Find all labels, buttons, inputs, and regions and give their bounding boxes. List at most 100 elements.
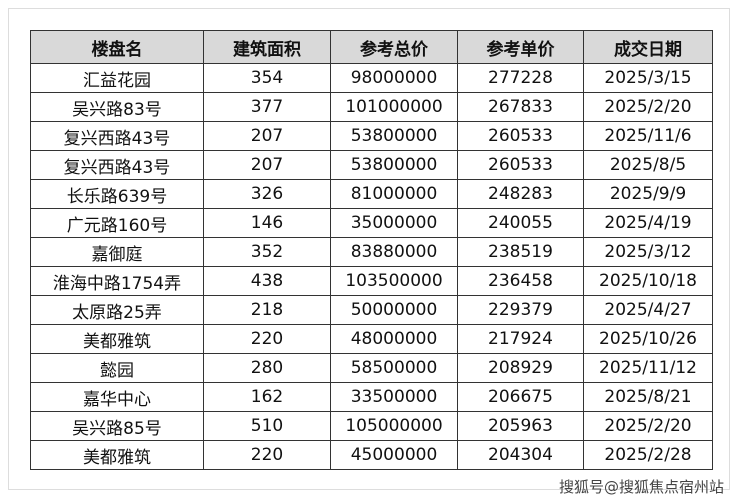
table-row: 复兴西路43号 207 53800000 260533 2025/11/6 <box>30 121 713 151</box>
table-cell: 复兴西路43号 <box>30 121 204 151</box>
table-cell: 248283 <box>457 179 584 209</box>
header-cell: 楼盘名 <box>30 30 204 64</box>
table-cell: 352 <box>203 237 331 267</box>
table-cell: 277228 <box>457 63 584 93</box>
cell-text: 2025/11/12 <box>599 358 697 378</box>
cell-text: 2025/9/9 <box>609 184 687 204</box>
cell-text: 229379 <box>488 300 553 320</box>
cell-text: 204304 <box>488 445 553 465</box>
table-cell: 101000000 <box>330 92 458 122</box>
table-cell: 48000000 <box>330 324 458 354</box>
table-cell: 2025/10/18 <box>583 266 713 296</box>
table-row: 淮海中路1754弄 438 103500000 236458 2025/10/18 <box>30 266 713 296</box>
table-cell: 218 <box>203 295 331 325</box>
table-cell: 33500000 <box>330 382 458 412</box>
table-cell: 103500000 <box>330 266 458 296</box>
table-cell: 207 <box>203 121 331 151</box>
cell-text: 35000000 <box>350 213 438 233</box>
cell-text: 83880000 <box>350 242 438 262</box>
cell-text: 207 <box>250 126 284 146</box>
table-cell: 377 <box>203 92 331 122</box>
table-cell: 220 <box>203 440 331 470</box>
table-row: 吴兴路85号 510 105000000 205963 2025/2/20 <box>30 411 713 441</box>
table-cell: 146 <box>203 208 331 238</box>
table-cell: 2025/2/20 <box>583 411 713 441</box>
table-cell: 复兴西路43号 <box>30 150 204 180</box>
table-row: 嘉御庭 352 83880000 238519 2025/3/12 <box>30 237 713 267</box>
cell-text: 美都雅筑 <box>83 447 151 468</box>
cell-text: 53800000 <box>350 155 438 175</box>
cell-text: 103500000 <box>345 271 443 291</box>
table-cell: 206675 <box>457 382 584 412</box>
cell-text: 33500000 <box>350 387 438 407</box>
frame <box>8 8 730 490</box>
table-cell: 淮海中路1754弄 <box>30 266 204 296</box>
table-cell: 长乐路639号 <box>30 179 204 209</box>
cell-text: 218 <box>250 300 284 320</box>
table-row: 吴兴路83号 377 101000000 267833 2025/2/20 <box>30 92 713 122</box>
table-cell: 98000000 <box>330 63 458 93</box>
cell-text: 280 <box>250 358 284 378</box>
cell-text: 105000000 <box>345 416 443 436</box>
cell-text: 146 <box>250 213 284 233</box>
cell-text: 207 <box>250 155 284 175</box>
table-cell: 205963 <box>457 411 584 441</box>
table-cell: 2025/2/28 <box>583 440 713 470</box>
cell-text: 2025/2/20 <box>604 97 692 117</box>
cell-text: 53800000 <box>350 126 438 146</box>
table-cell: 35000000 <box>330 208 458 238</box>
table-cell: 267833 <box>457 92 584 122</box>
table-cell: 2025/8/21 <box>583 382 713 412</box>
table-cell: 207 <box>203 150 331 180</box>
table-cell: 240055 <box>457 208 584 238</box>
cell-text: 220 <box>250 445 284 465</box>
cell-text: 2025/10/26 <box>599 329 697 349</box>
cell-text: 广元路160号 <box>66 215 168 236</box>
cell-text: 嘉御庭 <box>91 244 143 265</box>
table-cell: 2025/2/20 <box>583 92 713 122</box>
cell-text: 吴兴路85号 <box>72 418 162 439</box>
table-cell: 吴兴路85号 <box>30 411 204 441</box>
cell-text: 长乐路639号 <box>66 186 168 207</box>
cell-text: 354 <box>250 68 284 88</box>
cell-text: 101000000 <box>345 97 443 117</box>
table-cell: 53800000 <box>330 150 458 180</box>
table-cell: 2025/10/26 <box>583 324 713 354</box>
table-cell: 汇益花园 <box>30 63 204 93</box>
cell-text: 248283 <box>488 184 553 204</box>
cell-text: 438 <box>250 271 284 291</box>
cell-text: 2025/3/15 <box>604 68 692 88</box>
table-body: 汇益花园 354 98000000 277228 2025/3/15 吴兴路83号 377 1… <box>30 63 713 470</box>
cell-text: 208929 <box>488 358 553 378</box>
table-row: 长乐路639号 326 81000000 248283 2025/9/9 <box>30 179 713 209</box>
table-cell: 45000000 <box>330 440 458 470</box>
cell-text: 238519 <box>488 242 553 262</box>
table-cell: 美都雅筑 <box>30 440 204 470</box>
table-cell: 217924 <box>457 324 584 354</box>
table-cell: 2025/3/15 <box>583 63 713 93</box>
cell-text: 2025/8/5 <box>609 155 687 175</box>
table-cell: 2025/4/19 <box>583 208 713 238</box>
table-cell: 229379 <box>457 295 584 325</box>
table-cell: 260533 <box>457 121 584 151</box>
cell-text: 复兴西路43号 <box>63 128 171 149</box>
table-cell: 2025/9/9 <box>583 179 713 209</box>
cell-text: 吴兴路83号 <box>72 99 162 120</box>
table-cell: 2025/11/6 <box>583 121 713 151</box>
table-cell: 510 <box>203 411 331 441</box>
cell-text: 326 <box>250 184 284 204</box>
table-cell: 280 <box>203 353 331 383</box>
cell-text: 2025/11/6 <box>604 126 692 146</box>
table-cell: 太原路25弄 <box>30 295 204 325</box>
cell-text: 277228 <box>488 68 553 88</box>
cell-text: 510 <box>250 416 284 436</box>
cell-text: 240055 <box>488 213 553 233</box>
cell-text: 205963 <box>488 416 553 436</box>
table-cell: 50000000 <box>330 295 458 325</box>
table-cell: 2025/8/5 <box>583 150 713 180</box>
cell-text: 260533 <box>488 126 553 146</box>
cell-text: 217924 <box>488 329 553 349</box>
cell-text: 260533 <box>488 155 553 175</box>
table-cell: 2025/11/12 <box>583 353 713 383</box>
cell-text: 嘉华中心 <box>83 389 151 410</box>
